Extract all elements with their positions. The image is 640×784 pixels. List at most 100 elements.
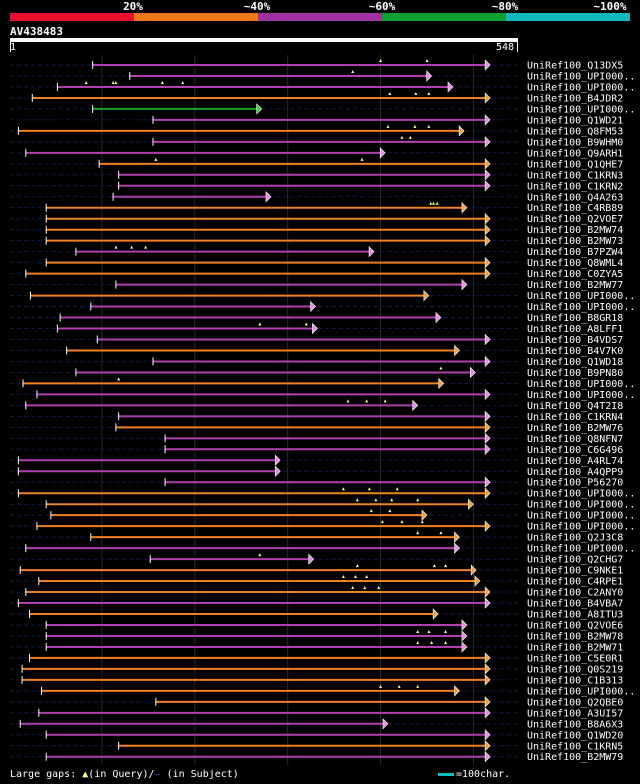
hit-label[interactable]: UniRef100_UPI000.. — [527, 544, 635, 555]
hit-label[interactable]: UniRef100_Q2QBE0 — [527, 697, 623, 708]
hit-label[interactable]: UniRef100_B4V7K0 — [527, 346, 623, 357]
gap-marker — [432, 564, 436, 568]
hit-label[interactable]: UniRef100_Q9ARH1 — [527, 148, 623, 159]
hit-label[interactable]: UniRef100_B9WHM0 — [527, 137, 623, 148]
hit-label[interactable]: UniRef100_C9NKE1 — [527, 566, 623, 577]
gap-marker — [416, 640, 420, 644]
gap-marker — [346, 399, 350, 403]
gap-marker — [181, 80, 185, 84]
footer-gaps-text: Large gaps: — [10, 769, 83, 780]
hit-label[interactable]: UniRef100_Q2VOE6 — [527, 620, 623, 631]
scale-segment-cyan — [506, 13, 630, 21]
gap-marker — [154, 157, 158, 161]
hit-label[interactable]: UniRef100_B8A6X3 — [527, 719, 623, 730]
hit-label[interactable]: UniRef100_A4QPP9 — [527, 467, 623, 478]
hit-label[interactable]: UniRef100_B2MW76 — [527, 423, 623, 434]
hit-end-arrow — [454, 685, 460, 697]
hit-label[interactable]: UniRef100_B9PN80 — [527, 368, 623, 379]
hit-label[interactable]: UniRef100_A8ITU3 — [527, 610, 623, 621]
hit-label[interactable]: UniRef100_B4VBA7 — [527, 599, 623, 610]
hit-label[interactable]: UniRef100_C1KRN5 — [527, 741, 623, 752]
hit-label[interactable]: UniRef100_UPI000.. — [527, 104, 635, 115]
hit-label[interactable]: UniRef100_C1KRN3 — [527, 170, 623, 181]
hit-label[interactable]: UniRef100_C1KRN4 — [527, 412, 623, 423]
gap-marker — [360, 157, 364, 161]
hit-label[interactable]: UniRef100_Q1WD21 — [527, 115, 623, 126]
gap-marker — [355, 564, 359, 568]
hit-label[interactable]: UniRef100_UPI000.. — [527, 511, 635, 522]
scale-label-100: ~100% — [593, 0, 627, 13]
hit-label[interactable]: UniRef100_B4VDS7 — [527, 335, 623, 346]
hit-label[interactable]: UniRef100_UPI000.. — [527, 489, 635, 500]
hit-end-arrow — [484, 751, 491, 763]
hit-end-arrow — [484, 410, 491, 423]
hit-label[interactable]: UniRef100_B2MW79 — [527, 752, 623, 763]
hit-end-arrow — [484, 729, 491, 741]
gap-marker — [383, 399, 387, 403]
gap-marker — [427, 91, 431, 95]
hit-end-arrow — [484, 136, 491, 148]
gap-marker — [400, 135, 404, 139]
hit-label[interactable]: UniRef100_UPI000.. — [527, 390, 635, 401]
gap-marker — [388, 509, 392, 513]
hit-label[interactable]: UniRef100_A4RL74 — [527, 456, 623, 467]
hit-label[interactable]: UniRef100_UPI000.. — [527, 291, 635, 302]
query-id: AV438483 — [10, 25, 63, 38]
triangle-icon: ▲ — [82, 769, 89, 780]
hit-label[interactable]: UniRef100_Q1WD18 — [527, 357, 623, 368]
hit-label[interactable]: UniRef100_C0ZYA5 — [527, 269, 623, 280]
hit-label[interactable]: UniRef100_C5E0R1 — [527, 653, 623, 664]
hit-label[interactable]: UniRef100_C1KRN2 — [527, 181, 623, 192]
hit-end-arrow — [458, 125, 465, 137]
hit-label[interactable]: UniRef100_Q1QHE7 — [527, 159, 623, 170]
hit-end-arrow — [447, 81, 454, 93]
gap-marker — [395, 487, 399, 491]
hit-label[interactable]: UniRef100_Q0S219 — [527, 664, 623, 675]
hit-label[interactable]: UniRef100_Q2J3C8 — [527, 533, 623, 544]
hit-end-arrow — [484, 520, 491, 532]
hit-label[interactable]: UniRef100_B2MW71 — [527, 642, 623, 653]
hit-label[interactable]: UniRef100_UPI000.. — [527, 500, 635, 511]
gap-marker — [427, 629, 431, 633]
hit-label[interactable]: UniRef100_A3UI57 — [527, 708, 623, 719]
hit-label[interactable]: UniRef100_UPI000.. — [527, 302, 635, 313]
hit-label[interactable]: UniRef100_B2MW73 — [527, 236, 623, 247]
hit-label[interactable]: UniRef100_B7PZW4 — [527, 247, 623, 258]
hit-label[interactable]: UniRef100_UPI000.. — [527, 686, 635, 697]
gap-marker — [258, 553, 262, 557]
hit-label[interactable]: UniRef100_Q13DX5 — [527, 61, 623, 72]
hit-label[interactable]: UniRef100_UPI000.. — [527, 82, 635, 93]
hit-label[interactable]: UniRef100_Q4A263 — [527, 192, 623, 203]
hit-end-arrow — [454, 542, 460, 554]
hit-label[interactable]: UniRef100_C2ANY0 — [527, 588, 623, 599]
hit-label[interactable]: UniRef100_C1B313 — [527, 675, 623, 686]
hit-label[interactable]: UniRef100_Q2VOE7 — [527, 214, 623, 225]
hit-label[interactable]: UniRef100_C4RPE1 — [527, 577, 623, 588]
hit-label[interactable]: UniRef100_B2MW78 — [527, 631, 623, 642]
query-start: 1 — [10, 42, 17, 53]
hit-label[interactable]: UniRef100_C6G496 — [527, 445, 623, 456]
hit-end-arrow — [484, 59, 491, 71]
hit-label[interactable]: UniRef100_UPI000.. — [527, 379, 635, 390]
hit-label[interactable]: UniRef100_Q2CHG7 — [527, 555, 623, 566]
hit-label[interactable]: UniRef100_Q8WML4 — [527, 258, 623, 269]
hit-label[interactable]: UniRef100_A8LFF1 — [527, 324, 623, 335]
hit-label[interactable]: UniRef100_Q1WD20 — [527, 730, 623, 741]
hit-label[interactable]: UniRef100_B4JDR2 — [527, 93, 623, 104]
hit-end-arrow — [484, 597, 491, 609]
scale-label-60: ~60% — [368, 0, 396, 13]
gap-marker — [416, 498, 420, 502]
hit-label[interactable]: UniRef100_UPI000.. — [527, 71, 635, 82]
hit-label[interactable]: UniRef100_B2MW74 — [527, 225, 623, 236]
hit-label[interactable]: UniRef100_UPI000.. — [527, 522, 635, 533]
gap-marker — [416, 531, 420, 535]
hit-label[interactable]: UniRef100_P56270 — [527, 478, 623, 489]
hit-end-arrow — [469, 366, 476, 379]
hit-end-arrow — [474, 575, 481, 587]
hit-label[interactable]: UniRef100_Q8NFN7 — [527, 434, 623, 445]
hit-label[interactable]: UniRef100_Q4T2I8 — [527, 401, 623, 412]
hit-label[interactable]: UniRef100_B2MW77 — [527, 280, 623, 291]
hit-label[interactable]: UniRef100_Q8FM53 — [527, 126, 623, 137]
hit-label[interactable]: UniRef100_C4RB89 — [527, 203, 623, 214]
hit-label[interactable]: UniRef100_B8GR18 — [527, 313, 623, 324]
